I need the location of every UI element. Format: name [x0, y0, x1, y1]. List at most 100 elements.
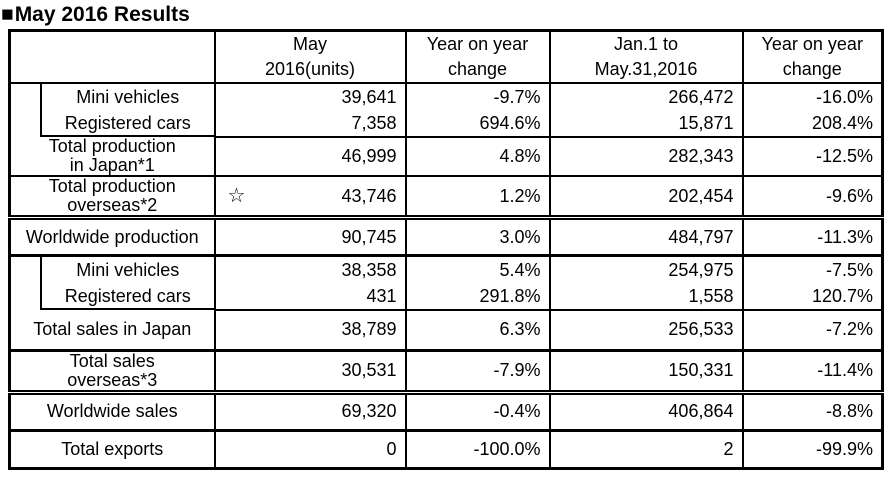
cell-value: 5.4% — [499, 260, 541, 280]
cell-yoy: -100.0% — [404, 430, 551, 468]
cell-ytd-yoy: -7.5% 120.7% — [741, 255, 884, 311]
header-line: May — [292, 34, 327, 54]
cell-ytd: 202,454 — [548, 176, 744, 220]
row-label-cell: Total sales overseas*3 — [8, 350, 216, 395]
cell-units: 46,999 — [213, 137, 407, 177]
header-jan-to-may: Jan.1 to May.31,2016 — [548, 30, 744, 84]
cell-ytd: 266,472 15,871 — [548, 83, 744, 138]
header-line: Year on year — [426, 34, 529, 54]
cell-units: 38,358 431 — [213, 255, 407, 311]
row-label: Registered cars — [64, 113, 191, 133]
cell-value: 254,975 — [668, 260, 734, 280]
cell-units: 38,789 — [213, 310, 407, 352]
row-sales-mini-registered: Mini vehicles Registered cars 38,358 431… — [8, 255, 884, 311]
header-line: change — [447, 59, 508, 79]
cell-value: -7.5% — [825, 260, 873, 280]
page-title: ■ May 2016 Results — [0, 0, 887, 29]
cell-value: 39,641 — [341, 87, 397, 107]
cell-value: 120.7% — [811, 286, 873, 306]
cell-units: 0 — [213, 430, 407, 468]
row-label: overseas*2 — [67, 195, 158, 215]
cell-ytd: 256,533 — [548, 310, 744, 352]
row-label: Registered cars — [64, 286, 191, 306]
row-label: Mini vehicles — [76, 87, 180, 107]
cell-ytd-yoy: -99.9% — [741, 430, 884, 468]
row-worldwide-production: Worldwide production 90,745 3.0% 484,797… — [8, 217, 884, 257]
value-stack: -7.5% 120.7% — [745, 257, 873, 308]
cell-ytd-yoy: -12.5% — [741, 137, 884, 177]
cell-units: 69,320 — [213, 392, 407, 432]
cell-units: 39,641 7,358 — [213, 83, 407, 138]
row-label: Total production — [48, 137, 176, 156]
cell-production-detail-labels: Mini vehicles Registered cars — [8, 83, 216, 137]
header-yoy-change-2: Year on year change — [741, 30, 884, 84]
value-stack: -9.7% 694.6% — [408, 84, 541, 135]
header-line: 2016(units) — [264, 59, 356, 79]
cell-ytd: 282,343 — [548, 137, 744, 177]
header-corner-cell — [8, 30, 216, 84]
cell-yoy: 5.4% 291.8% — [404, 255, 551, 311]
row-label: overseas*3 — [67, 369, 158, 390]
cell-sales-detail-labels: Mini vehicles Registered cars — [8, 255, 216, 310]
value-stack: 5.4% 291.8% — [408, 257, 541, 308]
detail-label-subbox: Mini vehicles Registered cars — [40, 84, 213, 137]
cell-value: -16.0% — [815, 87, 873, 107]
header-line: Jan.1 to — [613, 34, 679, 54]
header-line: Year on year — [761, 34, 863, 54]
cell-value: -9.7% — [493, 87, 541, 107]
cell-ytd-yoy: -11.3% — [741, 217, 884, 257]
cell-ytd: 2 — [548, 430, 744, 468]
row-total-production-japan: Total production in Japan*1 46,999 4.8% … — [8, 137, 884, 177]
value-stack: 254,975 1,558 — [552, 257, 734, 308]
cell-ytd-yoy: -7.2% — [741, 310, 884, 352]
header-line: change — [782, 59, 842, 79]
star-icon: ☆ — [227, 185, 246, 207]
cell-value: 208.4% — [811, 113, 873, 133]
cell-ytd: 406,864 — [548, 392, 744, 432]
cell-yoy: -9.7% 694.6% — [404, 83, 551, 138]
cell-ytd: 254,975 1,558 — [548, 255, 744, 311]
row-total-sales-japan: Total sales in Japan 38,789 6.3% 256,533… — [8, 310, 884, 352]
row-worldwide-sales: Worldwide sales 69,320 -0.4% 406,864 -8.… — [8, 392, 884, 432]
row-label-cell: Worldwide sales — [8, 392, 216, 432]
row-label: Total production — [48, 176, 176, 196]
cell-yoy: 1.2% — [404, 176, 551, 220]
cell-units: 30,531 — [213, 350, 407, 395]
header-row: May 2016(units) Year on year change Jan.… — [8, 30, 884, 84]
row-label: Mini vehicles — [76, 260, 180, 280]
row-label: Total sales — [69, 350, 155, 371]
row-label-cell: Total sales in Japan — [8, 310, 216, 352]
detail-label-subbox: Mini vehicles Registered cars — [40, 257, 213, 310]
cell-value: 266,472 — [668, 87, 734, 107]
cell-value: 291.8% — [479, 286, 541, 306]
cell-yoy: 4.8% — [404, 137, 551, 177]
cell-value: 431 — [366, 286, 397, 306]
cell-units: ☆ 43,746 — [213, 176, 407, 220]
cell-ytd: 484,797 — [548, 217, 744, 257]
value-stack: 266,472 15,871 — [552, 84, 734, 135]
cell-ytd: 150,331 — [548, 350, 744, 395]
row-total-exports: Total exports 0 -100.0% 2 -99.9% — [8, 430, 884, 468]
value-stack: 39,641 7,358 — [217, 84, 397, 135]
cell-value: 43,746 — [341, 185, 397, 206]
cell-yoy: -7.9% — [404, 350, 551, 395]
cell-ytd-yoy: -11.4% — [741, 350, 884, 395]
cell-yoy: -0.4% — [404, 392, 551, 432]
row-label-cell: Worldwide production — [8, 217, 216, 257]
row-label-cell: Total production overseas*2 — [8, 176, 216, 220]
cell-value: 38,358 — [341, 260, 397, 280]
row-total-sales-overseas: Total sales overseas*3 30,531 -7.9% 150,… — [8, 350, 884, 395]
cell-yoy: 6.3% — [404, 310, 551, 352]
row-label-cell: Total production in Japan*1 — [8, 137, 216, 177]
row-total-production-overseas: Total production overseas*2 ☆ 43,746 1.2… — [8, 176, 884, 220]
header-may-units: May 2016(units) — [213, 30, 407, 84]
star-value-wrap: ☆ 43,746 — [217, 177, 404, 213]
title-square-marker: ■ — [1, 3, 14, 26]
results-table: May 2016(units) Year on year change Jan.… — [8, 29, 884, 470]
header-yoy-change-1: Year on year change — [404, 30, 551, 84]
cell-ytd-yoy: -9.6% — [741, 176, 884, 220]
cell-value: 1,558 — [688, 286, 734, 306]
value-stack: 38,358 431 — [217, 257, 397, 308]
row-label-cell: Total exports — [8, 430, 216, 468]
